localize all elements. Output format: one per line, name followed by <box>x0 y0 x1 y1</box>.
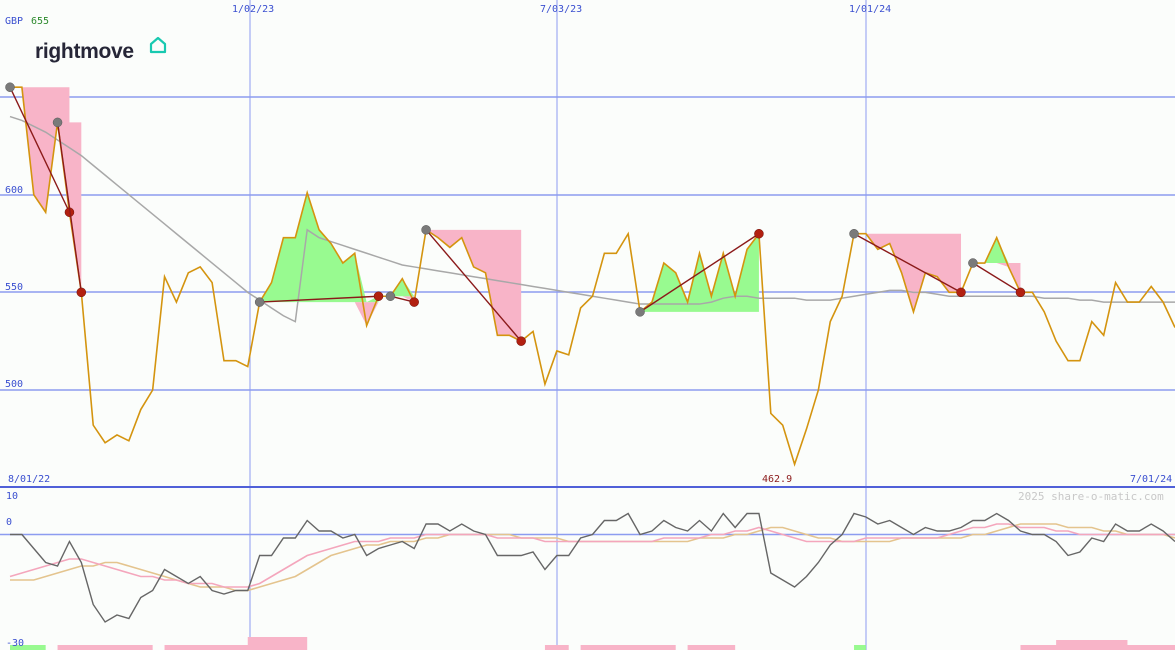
volume-peak <box>247 637 308 650</box>
up-fill-region <box>259 192 379 303</box>
trend-line <box>639 233 760 313</box>
trough-marker <box>373 291 384 301</box>
osc-tick-minus30: -30 <box>6 638 24 649</box>
y-tick-500: 500 <box>5 379 23 390</box>
peak-marker <box>849 228 859 239</box>
x-top-label-2: 7/03/23 <box>540 4 582 15</box>
volume-block <box>687 645 736 650</box>
peak-marker <box>421 225 431 235</box>
trend-line <box>853 233 962 293</box>
trend-lines <box>5 82 1026 346</box>
peak-marker <box>254 297 265 307</box>
logo-wordmark: rightmove <box>35 40 134 63</box>
price-line <box>10 86 1175 467</box>
peak-marker <box>385 291 396 301</box>
down-fill-region <box>390 296 415 303</box>
date-range-end: 7/01/24 <box>1130 474 1172 485</box>
volume-peak <box>1056 640 1128 650</box>
osc-pink-line <box>9 523 1175 588</box>
trough-marker <box>956 287 966 298</box>
last-price-label: 655 <box>31 16 49 27</box>
peak-marker <box>635 307 645 317</box>
osc-main-line <box>10 512 1175 623</box>
trough-marker <box>409 297 419 307</box>
volume-block <box>544 645 569 650</box>
trough-marker <box>754 228 764 239</box>
watermark: 2025 share-o-matic.com <box>1018 490 1164 503</box>
volume-block <box>10 645 46 650</box>
osc-tick-10: 10 <box>6 491 18 502</box>
x-top-label-3: 1/01/24 <box>849 4 891 15</box>
date-range-start: 8/01/22 <box>8 474 50 485</box>
trough-marker <box>516 336 526 346</box>
low-price-label: 462.9 <box>762 474 792 485</box>
down-fill-region <box>972 263 1021 293</box>
peak-marker <box>968 258 978 268</box>
volume-block <box>580 645 676 650</box>
oscillator-panel <box>9 512 1175 623</box>
volume-block <box>57 645 153 650</box>
trend-line <box>425 229 522 342</box>
rightmove-logo: rightmove <box>35 36 167 63</box>
x-top-label-1: 1/02/23 <box>232 4 274 15</box>
trough-marker <box>1015 287 1026 298</box>
osc-tick-0: 0 <box>6 517 12 528</box>
volume-block <box>854 645 866 650</box>
volume-block <box>164 645 296 650</box>
y-tick-550: 550 <box>5 282 23 293</box>
volume-bars <box>10 637 1175 650</box>
trough-marker <box>76 287 87 298</box>
trend-line <box>56 122 83 293</box>
y-tick-600: 600 <box>5 185 23 196</box>
trend-line <box>9 86 71 213</box>
down-fill-region <box>854 233 962 312</box>
trend-line <box>972 262 1021 293</box>
house-icon <box>149 36 167 54</box>
peak-marker <box>5 82 15 92</box>
up-fill-region <box>972 237 1021 264</box>
price-path <box>10 86 1175 467</box>
peak-marker <box>52 117 63 128</box>
trend-line <box>259 295 379 303</box>
currency-label: GBP <box>5 16 23 27</box>
